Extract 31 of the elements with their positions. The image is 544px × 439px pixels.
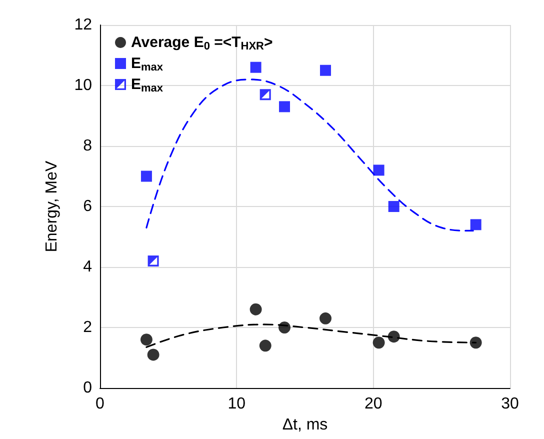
point (278, 322, 290, 334)
point (260, 89, 271, 100)
point (259, 340, 272, 352)
y-axis-title: Energy, MeV (44, 160, 60, 252)
point (388, 330, 400, 343)
point (470, 336, 482, 349)
point (140, 334, 152, 346)
point (320, 312, 332, 324)
x-tick-label: 10 (228, 396, 246, 412)
y-tick-label: 10 (74, 77, 92, 94)
y-tick-label: 12 (74, 16, 92, 34)
point (388, 201, 400, 212)
y-tick-label: 4 (83, 258, 92, 276)
y-tick-label: 2 (83, 319, 92, 336)
x-tick-label: 0 (96, 396, 105, 412)
point (372, 336, 385, 349)
x-tick-label: 20 (364, 396, 382, 412)
point (373, 164, 384, 176)
point (147, 348, 160, 361)
y-tick-label: 8 (83, 138, 92, 154)
point (279, 101, 290, 112)
y-tick-label: 6 (83, 198, 92, 215)
point (320, 64, 331, 76)
x-axis-title: Δt, ms (282, 416, 328, 434)
point (470, 219, 482, 230)
y-tick-label: 0 (83, 380, 92, 396)
point (250, 62, 262, 73)
point (148, 255, 159, 266)
x-tick-label: 30 (501, 396, 519, 412)
point (140, 170, 152, 182)
point (250, 303, 262, 316)
